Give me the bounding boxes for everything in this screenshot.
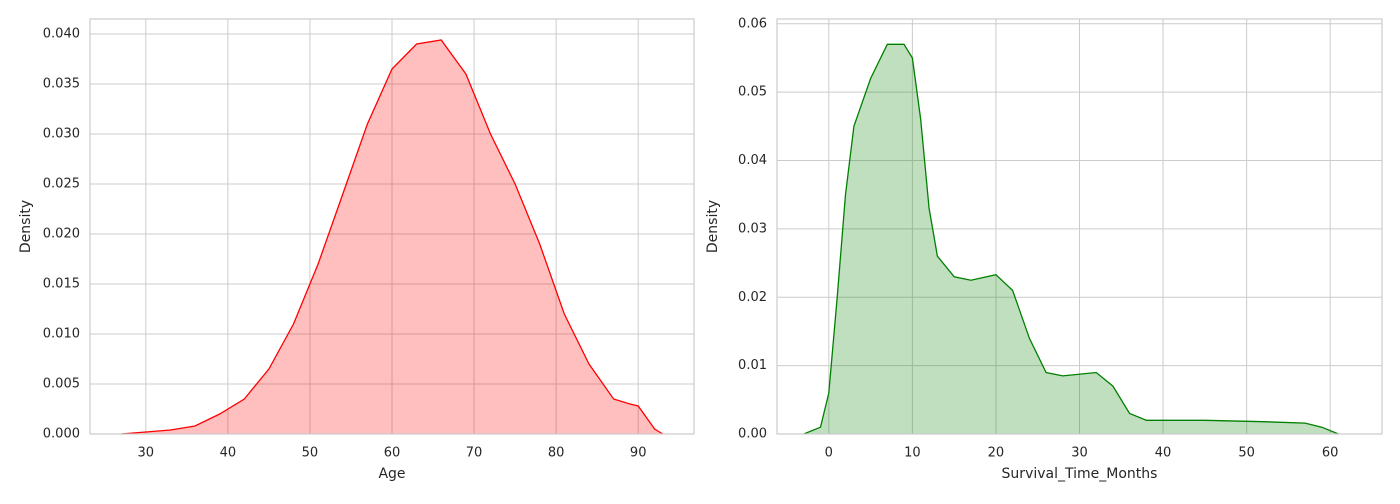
y-tick-label: 0.01 [738,358,767,373]
y-tick-label: 0.035 [43,77,80,92]
x-tick-label: 80 [548,446,565,461]
density-line [121,39,664,435]
plot-frame [89,18,695,435]
x-tick-label: 50 [1238,446,1255,461]
y-tick-label: 0.015 [43,277,80,292]
y-tick-label: 0.025 [43,177,80,192]
x-tick-label: 60 [1322,446,1339,461]
y-tick-label: 0.05 [738,85,767,100]
x-axis-label: Age [378,466,405,482]
x-tick-label: 40 [1155,446,1172,461]
x-tick-label: 10 [904,446,921,461]
plot-frame [776,18,1383,435]
y-tick-label: 0.010 [43,327,80,342]
x-tick-label: 90 [630,446,647,461]
density-line [803,43,1339,435]
x-tick-label: 0 [825,446,833,461]
density-area [803,44,1339,435]
y-tick-label: 0.040 [43,27,80,42]
y-tick-label: 0.005 [43,377,80,392]
y-tick-label: 0.00 [738,427,767,442]
y-tick-label: 0.02 [738,290,767,305]
y-tick-label: 0.020 [43,227,80,242]
x-axis-label: Survival_Time_Months [1002,466,1158,482]
x-tick-label: 30 [138,446,155,461]
x-tick-label: 70 [466,446,483,461]
y-tick-label: 0.03 [738,221,767,236]
y-tick-label: 0.04 [738,153,767,168]
y-tick-label: 0.030 [43,127,80,142]
x-tick-label: 20 [988,446,1005,461]
y-tick-label: 0.06 [738,16,767,31]
y-axis-label: Density [705,200,721,253]
y-axis-label: Density [18,200,34,253]
y-tick-label: 0.000 [43,427,80,442]
x-tick-label: 30 [1071,446,1088,461]
density-area [121,40,663,434]
x-tick-label: 60 [384,446,401,461]
x-tick-label: 50 [302,446,319,461]
x-tick-label: 40 [220,446,237,461]
